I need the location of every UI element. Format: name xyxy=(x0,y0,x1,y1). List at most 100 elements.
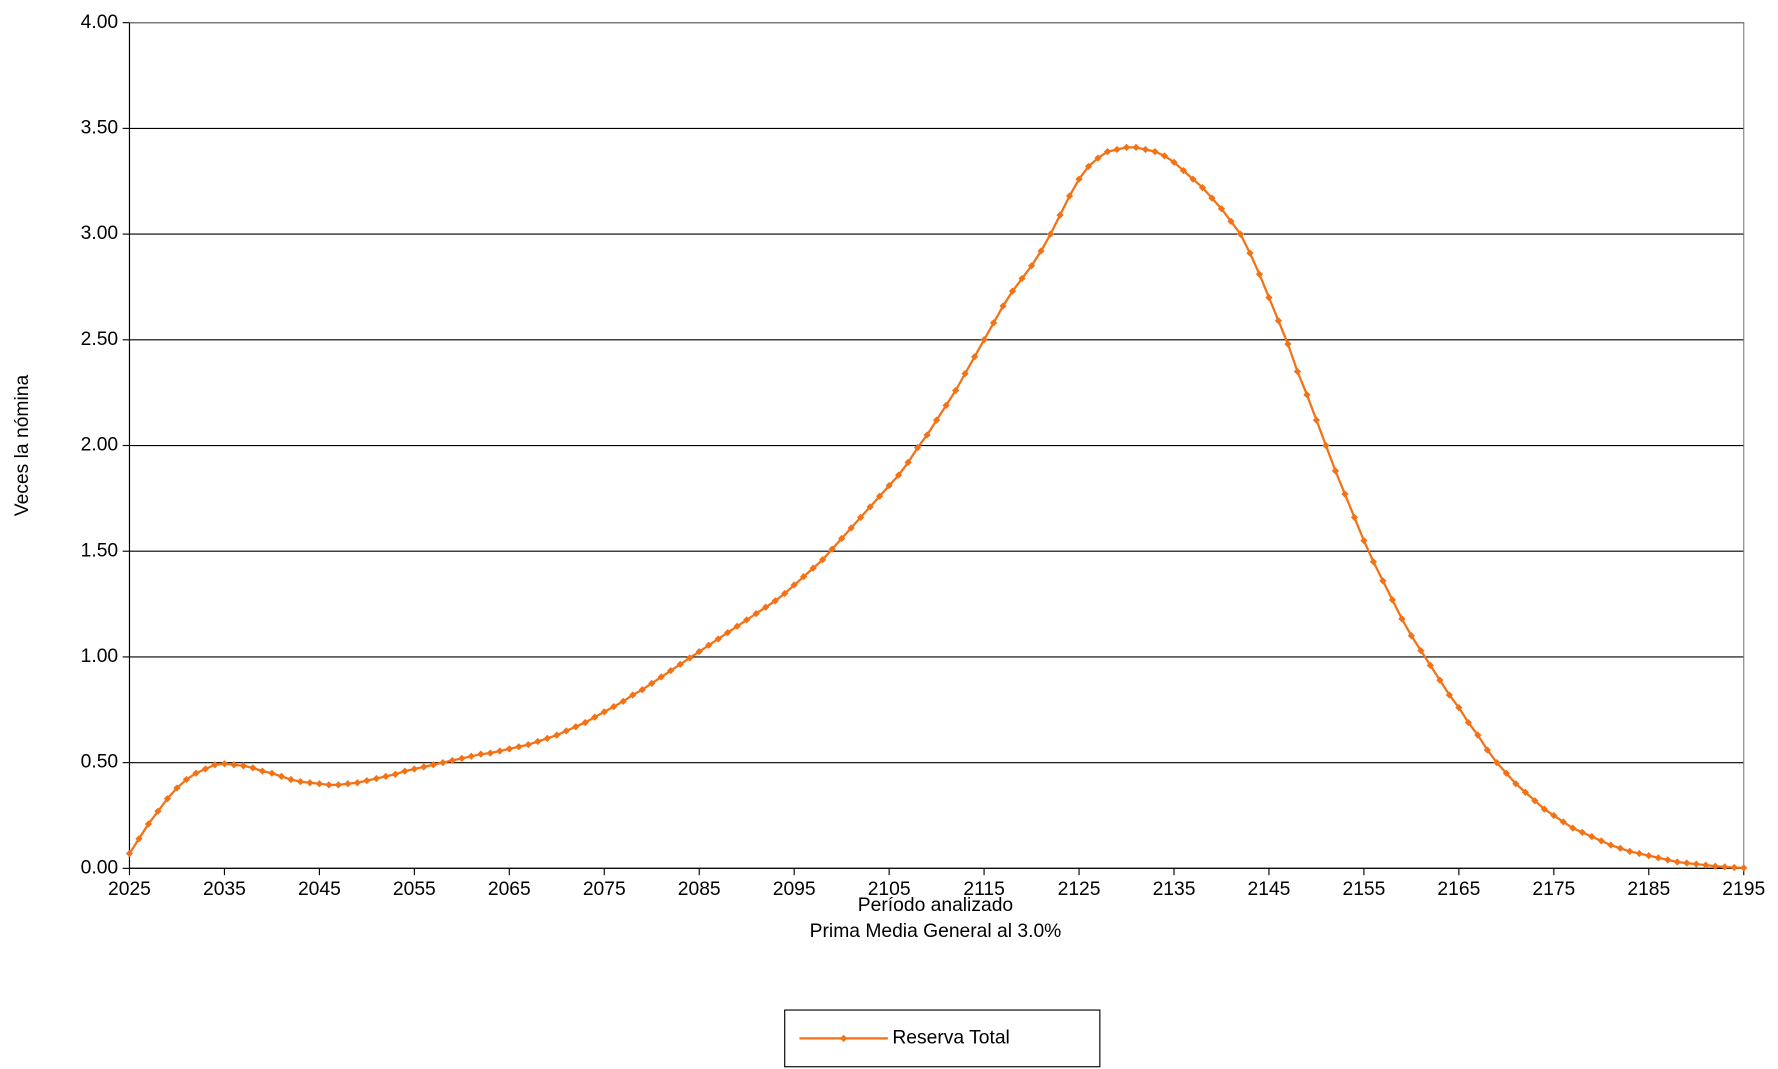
point xyxy=(182,775,191,784)
point xyxy=(439,759,447,767)
point xyxy=(1151,148,1159,156)
point xyxy=(1407,632,1416,640)
point xyxy=(1569,824,1577,832)
point xyxy=(638,686,646,694)
point xyxy=(790,581,798,589)
point xyxy=(1588,833,1596,841)
y-tick-label: 3.50 xyxy=(81,117,119,138)
x-tick-label: 2075 xyxy=(583,879,626,900)
point xyxy=(562,727,570,735)
point xyxy=(1113,145,1121,154)
point xyxy=(857,513,865,522)
point xyxy=(572,723,580,731)
point xyxy=(372,774,380,783)
point xyxy=(458,754,466,763)
legend-marker xyxy=(840,1034,848,1043)
point xyxy=(524,741,532,749)
point xyxy=(325,781,333,789)
point xyxy=(1559,818,1567,826)
point xyxy=(1512,780,1520,788)
point xyxy=(904,458,912,467)
point xyxy=(1730,863,1738,872)
point xyxy=(1350,513,1359,522)
point xyxy=(363,776,371,785)
point xyxy=(876,492,884,500)
point xyxy=(1692,860,1700,868)
point xyxy=(1654,854,1662,862)
legend-label: Reserva Total xyxy=(892,1027,1009,1048)
point xyxy=(1274,317,1283,325)
point xyxy=(1379,577,1387,585)
point xyxy=(287,775,295,784)
point xyxy=(448,756,456,765)
point xyxy=(1616,844,1624,852)
point xyxy=(220,760,229,768)
point xyxy=(1198,183,1207,192)
x-tick-label: 2135 xyxy=(1153,879,1196,900)
point xyxy=(895,471,903,479)
point xyxy=(401,767,409,775)
point xyxy=(1160,152,1169,160)
point xyxy=(1331,467,1340,475)
x-tick-label: 2125 xyxy=(1058,879,1101,900)
point xyxy=(1341,490,1349,498)
point xyxy=(1056,211,1064,219)
point xyxy=(695,648,703,656)
point xyxy=(467,752,475,760)
series-line xyxy=(128,146,1744,870)
x-tick-label: 2155 xyxy=(1342,879,1385,900)
point xyxy=(932,416,941,424)
x-tick-label: 2115 xyxy=(963,879,1004,900)
point xyxy=(1483,746,1491,754)
x-axis-label: Período analizado xyxy=(858,895,1013,916)
point xyxy=(1132,143,1140,152)
x-tick-label: 2145 xyxy=(1248,879,1291,900)
point xyxy=(486,749,494,757)
point xyxy=(1122,143,1131,152)
point xyxy=(1179,167,1188,175)
point xyxy=(1008,287,1017,295)
point xyxy=(1426,661,1435,670)
point xyxy=(1246,249,1254,257)
x-tick-label: 2065 xyxy=(488,879,531,900)
point xyxy=(534,737,542,746)
x-tick-label: 2085 xyxy=(678,879,721,900)
point xyxy=(1740,864,1748,872)
point xyxy=(230,761,238,769)
point xyxy=(211,761,219,769)
point xyxy=(970,353,979,361)
point xyxy=(1455,704,1463,712)
point xyxy=(249,764,257,772)
point xyxy=(942,401,950,409)
point xyxy=(1683,859,1691,867)
point xyxy=(306,779,314,787)
point xyxy=(1303,391,1311,399)
point xyxy=(1645,852,1653,860)
point xyxy=(1369,558,1378,566)
point xyxy=(923,431,931,439)
point xyxy=(1236,230,1245,238)
point xyxy=(268,769,276,777)
point xyxy=(410,765,418,773)
y-tick-label: 0.50 xyxy=(81,752,119,773)
point xyxy=(239,762,248,770)
point xyxy=(277,772,286,781)
point xyxy=(315,780,324,788)
point xyxy=(1217,205,1226,213)
point xyxy=(1094,154,1102,162)
point xyxy=(1540,805,1548,813)
point xyxy=(1597,837,1605,845)
point xyxy=(125,849,134,858)
y-tick-label: 2.50 xyxy=(81,329,119,350)
x-tick-label: 2165 xyxy=(1437,879,1480,900)
point xyxy=(1673,858,1681,866)
point xyxy=(1578,828,1586,837)
point xyxy=(1635,849,1643,858)
point xyxy=(1521,788,1529,796)
point xyxy=(581,718,589,727)
x-tick-label: 2195 xyxy=(1722,879,1765,900)
point xyxy=(819,556,827,564)
point xyxy=(1360,537,1368,545)
